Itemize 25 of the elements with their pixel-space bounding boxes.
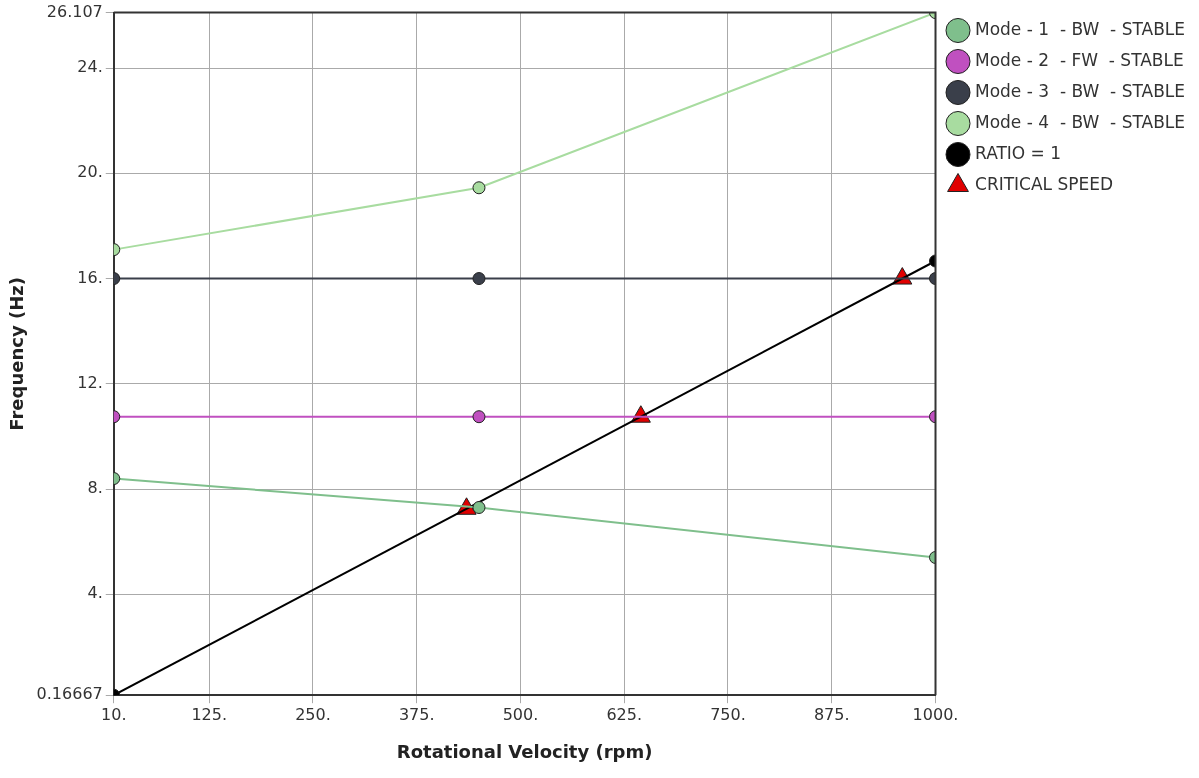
legend-label: Mode - 3 - BW - STABLE [975, 80, 1186, 101]
legend-label: Mode - 1 - BW - STABLE [975, 18, 1186, 39]
x-tick-label: 875. [813, 704, 850, 724]
y-tick-label: 12. [77, 372, 103, 392]
x-tick-label: 375. [398, 704, 435, 724]
y-tick-label: 24. [77, 57, 103, 77]
y-tick-label: 16. [77, 267, 103, 287]
x-tick-label: 10. [101, 704, 127, 724]
legend-label: Mode - 4 - BW - STABLE [975, 111, 1186, 132]
x-tick-label: 250. [295, 704, 331, 724]
x-tick-label: 500. [502, 704, 539, 724]
y-tick-label: 4. [87, 583, 103, 603]
legend-label: RATIO = 1 [975, 142, 1062, 163]
y-tick-label: 8. [87, 478, 103, 498]
y-tick-label: 26.107 [46, 1, 103, 21]
legend-label: Mode - 2 - FW - STABLE [975, 49, 1184, 70]
x-tick-label: 125. [191, 704, 228, 724]
y-tick-label: 0.16667 [36, 684, 103, 704]
x-axis-title: Rotational Velocity (rpm) [396, 740, 653, 762]
x-tick-label: 750. [710, 704, 746, 724]
legend-label: CRITICAL SPEED [975, 173, 1114, 194]
y-tick-label: 20. [77, 162, 103, 182]
y-axis-title: Frequency (Hz) [6, 277, 28, 431]
x-tick-label: 625. [606, 704, 643, 724]
x-tick-label: 1000. [912, 704, 959, 724]
